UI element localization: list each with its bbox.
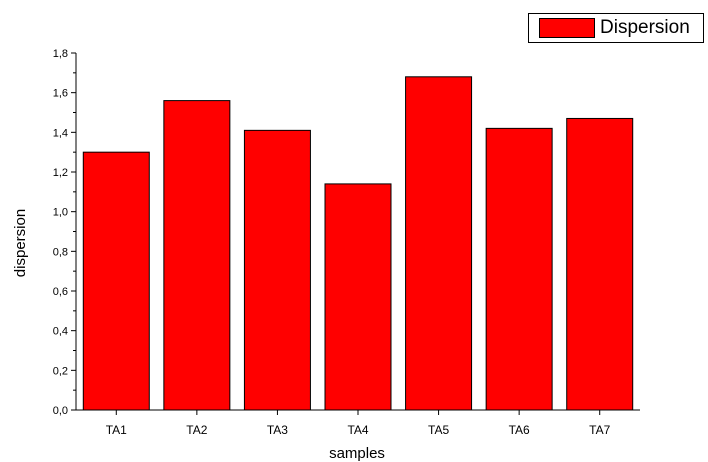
- y-tick-label: 1,4: [53, 127, 68, 139]
- bar-ta6: [485, 127, 553, 411]
- x-tick-label: TA2: [186, 423, 207, 437]
- y-axis-ticks: 0,0 0,2 0,4 0,6 0,8 1,0 1,2 1,4 1,6 1,8: [53, 48, 76, 417]
- x-tick-label: TA4: [347, 423, 368, 437]
- legend-swatch: [539, 18, 595, 38]
- x-tick-label: TA7: [589, 423, 610, 437]
- bar-ta2: [163, 100, 231, 411]
- y-tick-label: 0,4: [53, 326, 68, 338]
- bar-ta1: [82, 151, 150, 411]
- y-tick-label: 1,6: [53, 88, 68, 100]
- x-tick-label: TA3: [267, 423, 288, 437]
- bars: [82, 76, 634, 411]
- bar-ta7: [566, 117, 634, 411]
- x-tick-label: TA6: [509, 423, 530, 437]
- y-tick-label: 0,2: [53, 365, 68, 377]
- bar-ta4: [324, 183, 392, 411]
- y-tick-label: 1,0: [53, 207, 68, 219]
- y-tick-label: 0,8: [53, 246, 68, 258]
- x-axis-ticks: TA1 TA2 TA3 TA4 TA5 TA6 TA7: [106, 410, 611, 437]
- x-tick-label: TA1: [106, 423, 127, 437]
- bar-ta3: [243, 129, 311, 411]
- y-tick-label: 0,0: [53, 405, 68, 417]
- x-axis-label: samples: [329, 445, 385, 462]
- x-tick-label: TA5: [428, 423, 449, 437]
- legend: Dispersion: [528, 13, 704, 43]
- bar-ta5: [405, 76, 473, 411]
- y-tick-label: 1,2: [53, 167, 68, 179]
- y-tick-label: 1,8: [53, 48, 68, 60]
- y-tick-label: 0,6: [53, 286, 68, 298]
- legend-label: Dispersion: [600, 17, 690, 38]
- y-axis-label: dispersion: [12, 209, 29, 277]
